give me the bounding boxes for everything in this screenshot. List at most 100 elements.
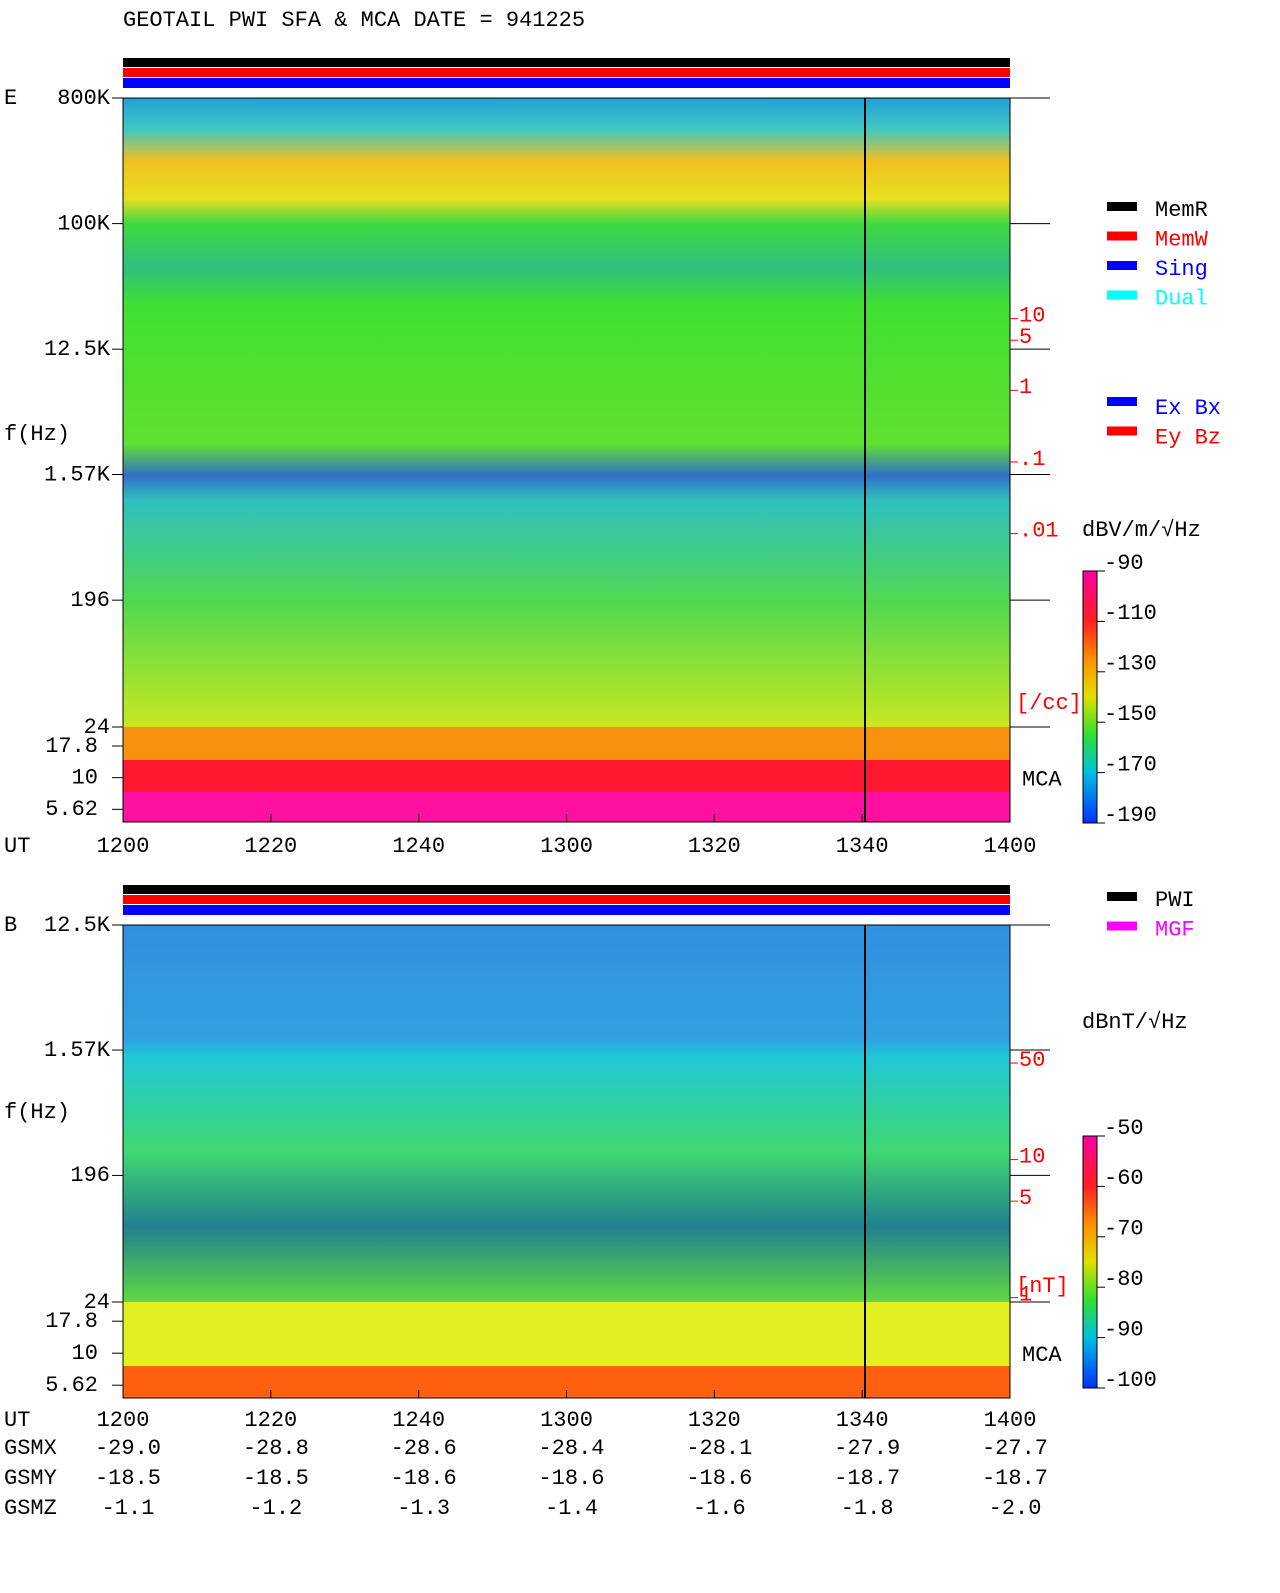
legend-label: Ex Bx [1155, 396, 1221, 421]
orbit-value: -28.6 [391, 1436, 457, 1461]
y2-tick-label: 5 [1019, 325, 1032, 350]
colorbar-tick-label: -60 [1104, 1166, 1144, 1191]
y-axis-label: f(Hz) [4, 1100, 70, 1125]
y2-label: [/cc] [1016, 691, 1082, 716]
colorbar-tick-label: -170 [1104, 752, 1157, 777]
colorbar-tick-label: -100 [1104, 1368, 1157, 1393]
legend-swatch [1107, 261, 1137, 270]
orbit-value: -28.1 [686, 1436, 752, 1461]
legend-label: MemW [1155, 227, 1209, 252]
spectrogram-e [123, 98, 1010, 727]
y-tick-label: 12.5K [44, 913, 111, 938]
legend-label: MemR [1155, 198, 1208, 223]
x-tick-label: 1400 [984, 1408, 1037, 1433]
mca-band [123, 760, 1010, 792]
orbit-value: -18.6 [391, 1466, 457, 1491]
y-tick-label: 24 [84, 715, 110, 740]
colorbar-label: dBnT/√Hz [1082, 1010, 1188, 1035]
x-tick-label: 1300 [540, 834, 593, 859]
orbit-value: -1.4 [545, 1496, 598, 1521]
legend-swatch [1107, 231, 1137, 241]
x-tick-label: 1240 [392, 834, 445, 859]
orbit-value: -1.1 [102, 1496, 155, 1521]
colorbar-tick-label: -130 [1104, 652, 1157, 677]
legend-swatch [1107, 426, 1137, 436]
mca-band [123, 727, 1010, 760]
plot-frame [122, 924, 1011, 1399]
colorbar-tick-label: -150 [1104, 702, 1157, 727]
orbit-value: -18.5 [243, 1466, 309, 1491]
x-tick-label: 1200 [97, 1408, 150, 1433]
orbit-row-label: GSMZ [4, 1496, 57, 1521]
panel-label: E [4, 86, 17, 111]
spectrogram-b [123, 925, 1010, 1302]
orbit-value: -28.4 [538, 1436, 604, 1461]
y-tick-label: 800K [57, 86, 111, 111]
legend-swatch [1107, 892, 1137, 901]
x-tick-label: 1220 [244, 1408, 297, 1433]
orbit-value: -1.3 [397, 1496, 450, 1521]
orbit-value: -18.7 [982, 1466, 1048, 1491]
y2-tick-label: 5 [1019, 1186, 1032, 1211]
orbit-value: -1.2 [249, 1496, 302, 1521]
y2-tick-label: 1 [1019, 375, 1032, 400]
y2-tick-label: 1 [1019, 1282, 1032, 1307]
y-tick-label: 12.5K [44, 337, 111, 362]
x-axis-label: UT [4, 834, 30, 859]
orbit-row-label: GSMY [4, 1466, 57, 1491]
legend-label: MGF [1155, 917, 1195, 942]
x-tick-label: 1320 [688, 1408, 741, 1433]
colorbar-tick-label: -90 [1104, 1317, 1144, 1342]
colorbar [1082, 570, 1098, 824]
x-tick-label: 1340 [836, 834, 889, 859]
legend-swatch [1107, 397, 1137, 406]
orbit-value: -18.7 [834, 1466, 900, 1491]
mca-label: MCA [1022, 767, 1062, 792]
y2-tick-label: .1 [1019, 447, 1045, 472]
colorbar-tick-label: -90 [1104, 551, 1144, 576]
status-bar [123, 58, 1010, 67]
y-tick-label: 196 [70, 588, 110, 613]
orbit-value: -18.6 [686, 1466, 752, 1491]
y2-tick-label: 50 [1019, 1048, 1045, 1073]
x-tick-label: 1200 [97, 834, 150, 859]
orbit-value: -2.0 [989, 1496, 1042, 1521]
status-bar [123, 885, 1010, 894]
legend-label: Sing [1155, 257, 1208, 282]
mca-tick-label: 17.8 [45, 734, 98, 759]
mca-band [123, 1302, 1010, 1366]
panel-label: B [4, 913, 17, 938]
x-axis-label: UT [4, 1408, 30, 1433]
status-bar [123, 78, 1010, 88]
colorbar [1082, 1135, 1098, 1389]
x-tick-label: 1320 [688, 834, 741, 859]
legend-swatch [1107, 290, 1137, 300]
orbit-value: -29.0 [95, 1436, 161, 1461]
mca-tick-label: 5.62 [45, 1373, 98, 1398]
x-tick-label: 1400 [984, 834, 1037, 859]
colorbar-label: dBV/m/√Hz [1082, 518, 1201, 543]
orbit-value: -27.7 [982, 1436, 1048, 1461]
y2-tick-label: .01 [1019, 518, 1059, 543]
orbit-value: -1.8 [841, 1496, 894, 1521]
legend-label: PWI [1155, 888, 1195, 913]
y-tick-label: 1.57K [44, 1038, 111, 1063]
orbit-value: -1.6 [693, 1496, 746, 1521]
orbit-value: -28.8 [243, 1436, 309, 1461]
y2-label: [nT] [1016, 1274, 1069, 1299]
mca-tick-label: 10 [72, 765, 98, 790]
colorbar-tick-label: -50 [1104, 1116, 1144, 1141]
y2-tick-label: 10 [1019, 303, 1045, 328]
mca-label: MCA [1022, 1343, 1062, 1368]
x-tick-label: 1340 [836, 1408, 889, 1433]
title: GEOTAIL PWI SFA & MCA DATE = 941225 [123, 8, 585, 33]
mca-tick-label: 17.8 [45, 1309, 98, 1334]
colorbar-tick-label: -80 [1104, 1267, 1144, 1292]
orbit-row-label: GSMX [4, 1436, 57, 1461]
x-tick-label: 1300 [540, 1408, 593, 1433]
y-tick-label: 196 [70, 1163, 110, 1188]
x-tick-label: 1220 [244, 834, 297, 859]
y-tick-label: 1.57K [44, 462, 111, 487]
status-bar [123, 905, 1010, 915]
